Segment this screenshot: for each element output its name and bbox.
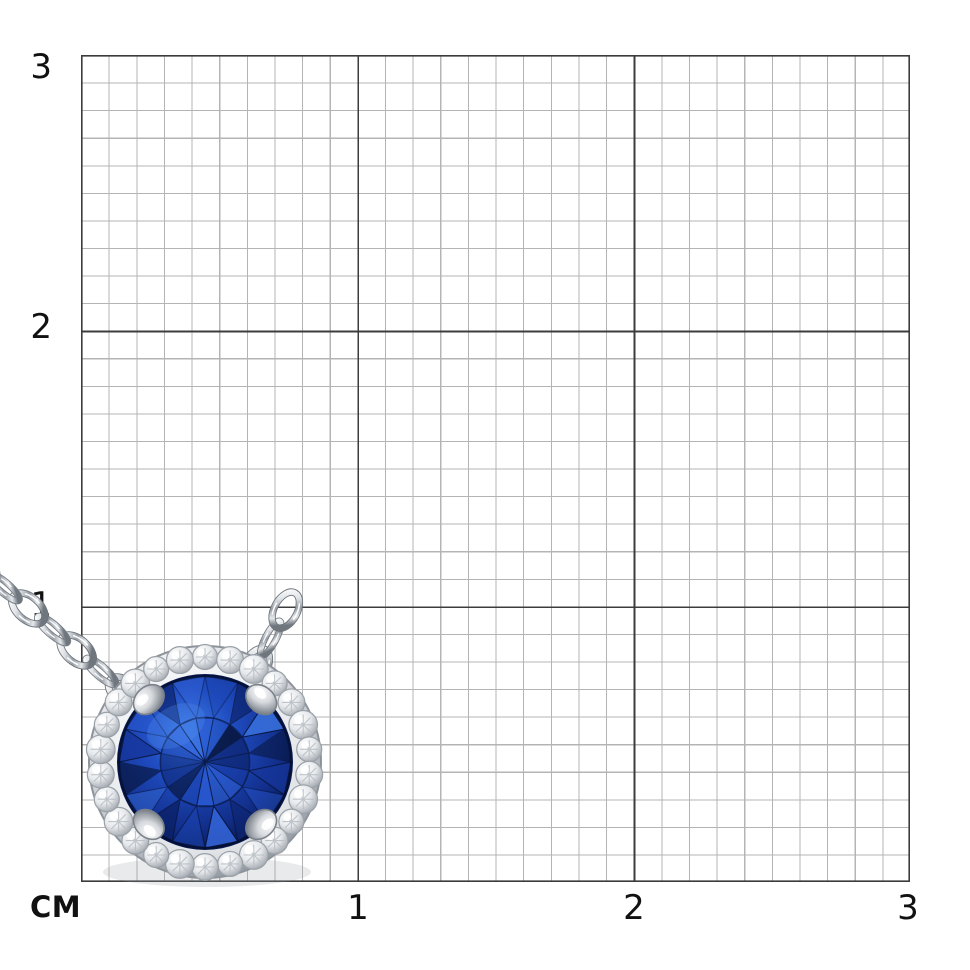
centimeter-grid: [81, 55, 910, 882]
x-axis-tick-2: 2: [623, 888, 645, 928]
x-axis-tick-1: 1: [347, 888, 369, 928]
unit-label-cm: CM: [30, 890, 82, 924]
y-axis-tick-3: 3: [30, 47, 52, 87]
x-axis-tick-3: 3: [897, 888, 919, 928]
y-axis-tick-1: 1: [30, 585, 52, 625]
y-axis-tick-2: 2: [30, 307, 52, 347]
